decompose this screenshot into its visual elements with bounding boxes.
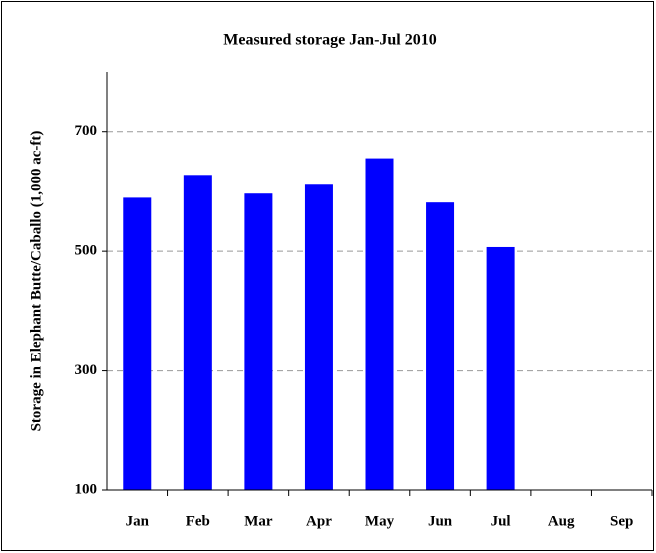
- y-tick-label: 300: [75, 362, 98, 378]
- x-tick-label: Jun: [428, 513, 453, 529]
- bar: [244, 193, 273, 490]
- bar: [426, 202, 455, 491]
- x-tick-label: Aug: [548, 513, 575, 529]
- x-tick-label: Jan: [126, 513, 150, 529]
- bar: [123, 197, 152, 490]
- y-tick-label: 700: [75, 123, 98, 139]
- bar: [365, 158, 394, 491]
- y-tick-label: 500: [75, 243, 98, 259]
- x-tick-label: Sep: [610, 513, 633, 529]
- x-tick-label: Feb: [186, 513, 210, 529]
- y-tick-label: 100: [75, 481, 98, 497]
- y-axis-label: Storage in Elephant Butte/Caballo (1,000…: [28, 131, 44, 432]
- bar: [486, 246, 515, 490]
- x-tick-label: Mar: [244, 513, 273, 529]
- x-tick-label: Jul: [491, 513, 511, 529]
- chart-title: Measured storage Jan-Jul 2010: [223, 32, 436, 49]
- x-tick-label: Apr: [306, 513, 332, 529]
- x-tick-label: May: [365, 513, 395, 529]
- bar: [304, 184, 333, 490]
- bar: [183, 175, 212, 490]
